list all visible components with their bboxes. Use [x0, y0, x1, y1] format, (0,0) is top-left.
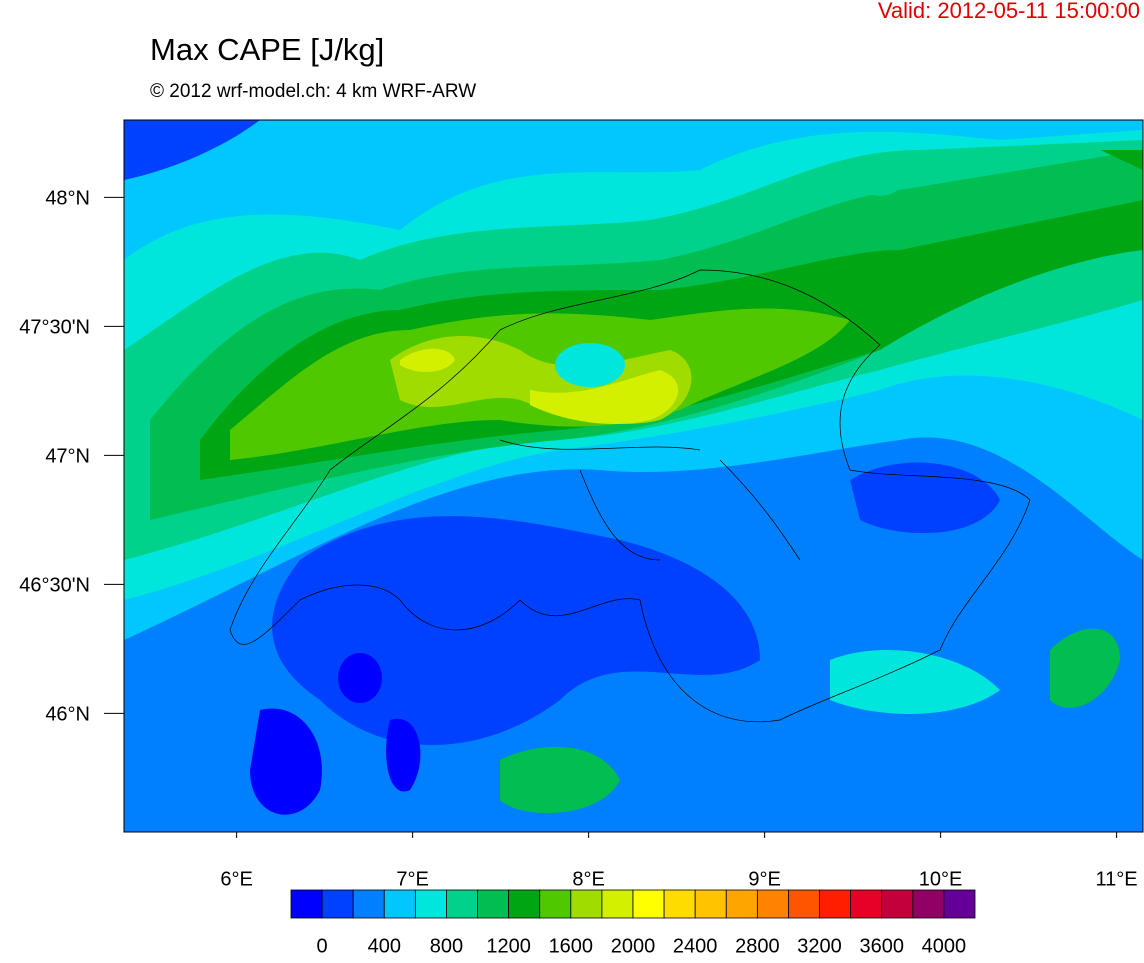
x-tick-label: 9°E: [748, 868, 780, 890]
valid-time: Valid: 2012-05-11 15:00:00: [878, 0, 1140, 23]
colorbar-label: 800: [430, 935, 463, 957]
colorbar-label: 400: [368, 935, 401, 957]
colorbar-box: [788, 889, 820, 919]
map-frame: [123, 119, 1144, 833]
colorbar-box: [570, 889, 603, 919]
colorbar-box: [477, 889, 510, 919]
colorbar-box: [321, 889, 354, 919]
axes: 48°N 47°30'N 47°N 46°30'N 46°N 6°E 7°E 8°E 9°E 10…: [19, 188, 1137, 891]
colorbar-label: 2400: [673, 935, 718, 957]
x-tick-label: 11°E: [1096, 868, 1138, 890]
colorbar-label: 1600: [549, 935, 594, 957]
colorbar-label: 0: [317, 935, 328, 957]
borders: [229, 269, 1031, 723]
colorbar-box: [881, 889, 914, 919]
x-tick-label: 7°E: [396, 868, 428, 890]
colorbar-box: [943, 889, 976, 919]
colorbar-box: [508, 889, 541, 919]
x-tick-label: 6°E: [220, 868, 252, 890]
colorbar-box: [539, 889, 572, 919]
y-tick-label: 47°30'N: [19, 317, 90, 339]
colorbar-label: 4000: [922, 935, 967, 957]
x-tick-label: 8°E: [572, 868, 604, 890]
colorbar-label: 2000: [611, 935, 656, 957]
x-tick-label: 10°E: [919, 868, 963, 890]
colorbar-box: [352, 889, 385, 919]
colorbar-label: 3600: [859, 935, 904, 957]
colorbar-box: [912, 889, 945, 919]
y-tick-label: 47°N: [45, 446, 90, 468]
colorbar-label: 3200: [797, 935, 842, 957]
colorbar-box: [819, 889, 852, 919]
colorbar-box: [632, 889, 665, 919]
cape-field: [124, 120, 1143, 832]
colorbar: 0 400 800 1200 1600 2000 2400 2800 3200 3600 4000: [290, 889, 976, 957]
colorbar-box: [663, 889, 696, 919]
colorbar-label: 1200: [486, 935, 531, 957]
subtitle: © 2012 wrf-model.ch: 4 km WRF-ARW: [150, 81, 476, 102]
y-tick-label: 46°N: [45, 704, 90, 726]
colorbar-box: [601, 889, 634, 919]
colorbar-label: 2800: [735, 935, 780, 957]
colorbar-box: [290, 889, 323, 919]
colorbar-box: [725, 889, 758, 919]
colorbar-box: [383, 889, 416, 919]
colorbar-box: [756, 889, 789, 919]
colorbar-box: [850, 889, 883, 919]
y-tick-label: 46°30'N: [19, 575, 90, 597]
title: Max CAPE [J/kg]: [150, 32, 384, 67]
colorbar-box: [446, 889, 478, 919]
colorbar-box: [694, 889, 727, 919]
colorbar-box: [414, 889, 447, 919]
y-tick-label: 48°N: [45, 188, 90, 210]
